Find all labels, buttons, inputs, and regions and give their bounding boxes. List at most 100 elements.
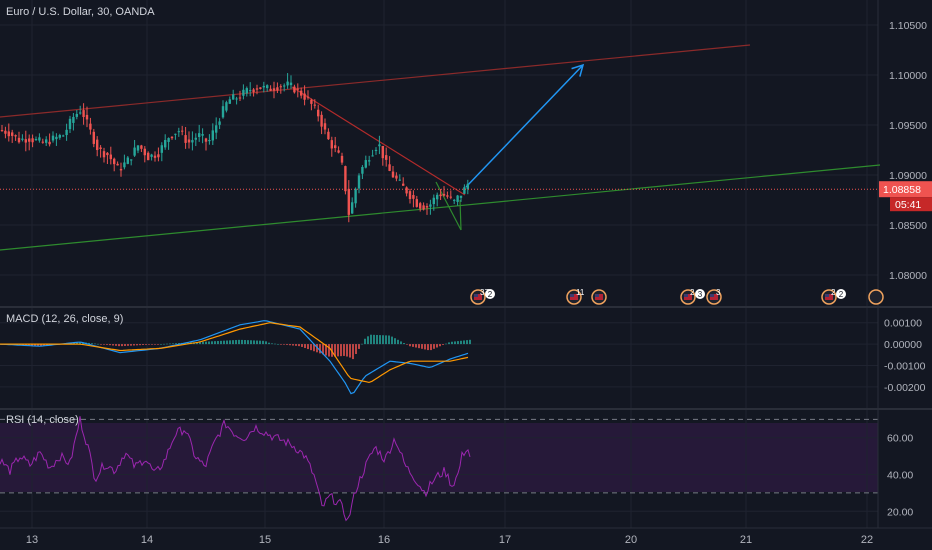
x-tick-label: 14 bbox=[141, 534, 153, 546]
macd-histogram-bar bbox=[379, 335, 381, 345]
rsi-band-fill bbox=[0, 423, 878, 492]
candle-body bbox=[150, 154, 153, 157]
x-tick-label: 17 bbox=[499, 534, 511, 546]
countdown-tag bbox=[890, 197, 932, 212]
candle-body bbox=[157, 154, 160, 158]
macd-histogram-bar bbox=[121, 344, 123, 347]
candle-body bbox=[106, 152, 109, 156]
macd-histogram-bar bbox=[253, 340, 255, 345]
candle-body bbox=[385, 155, 388, 160]
macd-histogram-bar bbox=[457, 341, 459, 345]
macd-histogram-bar bbox=[256, 340, 258, 345]
event-count-label: 2 bbox=[831, 288, 836, 297]
candle-body bbox=[381, 145, 384, 159]
macd-histogram-bar bbox=[118, 344, 120, 347]
candle-body bbox=[17, 137, 21, 143]
macd-histogram-bar bbox=[97, 343, 99, 345]
candle-body bbox=[255, 88, 259, 90]
macd-histogram-bar bbox=[142, 344, 144, 346]
candle-body bbox=[177, 131, 180, 133]
candle-body bbox=[92, 131, 95, 144]
event-flag-icon[interactable] bbox=[868, 289, 884, 305]
macd-histogram-bar bbox=[280, 344, 282, 345]
candle-body bbox=[432, 197, 435, 205]
candle-body bbox=[140, 145, 143, 149]
macd-tick-label: -0.00100 bbox=[884, 360, 926, 372]
candle-body bbox=[89, 123, 92, 130]
candle-body bbox=[160, 145, 163, 153]
candle-body bbox=[378, 144, 381, 147]
macd-histogram-bar bbox=[454, 341, 456, 345]
candle-body bbox=[82, 110, 85, 117]
candle-body bbox=[75, 113, 78, 117]
macd-histogram-bar bbox=[445, 343, 447, 345]
macd-histogram-bar bbox=[400, 341, 402, 345]
symbol-header[interactable]: Euro / U.S. Dollar, 30, OANDA bbox=[6, 6, 155, 18]
candle-body bbox=[466, 183, 469, 190]
price-tick-label: 1.08500 bbox=[889, 220, 927, 232]
macd-title[interactable]: MACD (12, 26, close, 9) bbox=[6, 313, 123, 325]
projection-arrow[interactable] bbox=[465, 64, 584, 188]
countdown-label: 05:41 bbox=[895, 199, 921, 211]
upper-channel-line[interactable] bbox=[0, 44, 751, 118]
macd-histogram-bar bbox=[355, 344, 357, 355]
candle-body bbox=[153, 155, 157, 158]
macd-histogram-bar bbox=[88, 342, 90, 345]
candle-body bbox=[31, 138, 34, 143]
rsi-title[interactable]: RSI (14, close) bbox=[6, 414, 79, 426]
macd-histogram-bar bbox=[37, 344, 39, 347]
macd-histogram-bar bbox=[217, 340, 219, 345]
candle-body bbox=[235, 98, 238, 100]
macd-histogram-bar bbox=[277, 343, 279, 345]
candle-body bbox=[126, 157, 129, 164]
candle-body bbox=[388, 164, 391, 171]
green-wedge-right[interactable] bbox=[459, 199, 462, 231]
rsi-tick-label: 60.00 bbox=[887, 433, 913, 445]
candle-body bbox=[398, 179, 401, 181]
green-support-line[interactable] bbox=[0, 164, 881, 251]
x-tick-label: 13 bbox=[26, 534, 38, 546]
candle-body bbox=[225, 102, 228, 111]
descending-trendline[interactable] bbox=[291, 86, 466, 196]
last-price-label: 1.08858 bbox=[883, 184, 921, 196]
macd-histogram-bar bbox=[295, 344, 297, 346]
macd-histogram-bar bbox=[394, 338, 396, 345]
event-badge-label: 2 bbox=[839, 290, 844, 299]
macd-histogram-bar bbox=[289, 344, 291, 346]
candle-body bbox=[337, 150, 340, 153]
candle-body bbox=[252, 89, 255, 93]
macd-histogram-bar bbox=[391, 336, 393, 345]
macd-histogram-bar bbox=[160, 344, 162, 345]
macd-histogram-bar bbox=[340, 344, 342, 357]
macd-histogram-bar bbox=[214, 341, 216, 345]
event-markers-layer[interactable]: 372 11 2 3 3 2 2 bbox=[470, 288, 884, 305]
macd-histogram-bar bbox=[409, 344, 411, 347]
macd-histogram-bar bbox=[238, 339, 240, 345]
x-tick-label: 15 bbox=[259, 534, 271, 546]
macd-histogram-bar bbox=[130, 344, 132, 346]
macd-histogram-bar bbox=[139, 344, 141, 346]
macd-histogram-bar bbox=[109, 344, 111, 346]
candle-body bbox=[449, 196, 452, 198]
candle-body bbox=[374, 149, 378, 151]
macd-histogram-bar bbox=[292, 344, 294, 346]
candle-body bbox=[48, 141, 51, 145]
candle-body bbox=[109, 154, 112, 160]
candle-body bbox=[283, 85, 286, 87]
event-badge-label: 2 bbox=[488, 290, 493, 299]
macd-histogram-bar bbox=[103, 344, 105, 345]
last-price-tag[interactable] bbox=[879, 181, 932, 198]
event-count-label: 3 bbox=[716, 288, 721, 297]
macd-histogram-bar bbox=[226, 340, 228, 345]
price-axis[interactable] bbox=[878, 0, 932, 528]
macd-histogram-bar bbox=[319, 344, 321, 354]
candle-body bbox=[11, 132, 14, 136]
candle-body bbox=[147, 152, 150, 161]
macd-histogram-bar bbox=[271, 343, 273, 345]
macd-histogram-bar bbox=[403, 343, 405, 345]
event-badge bbox=[836, 289, 846, 299]
macd-histogram-bar bbox=[424, 344, 426, 350]
candle-body bbox=[45, 139, 48, 143]
macd-histogram-bar bbox=[406, 344, 408, 345]
